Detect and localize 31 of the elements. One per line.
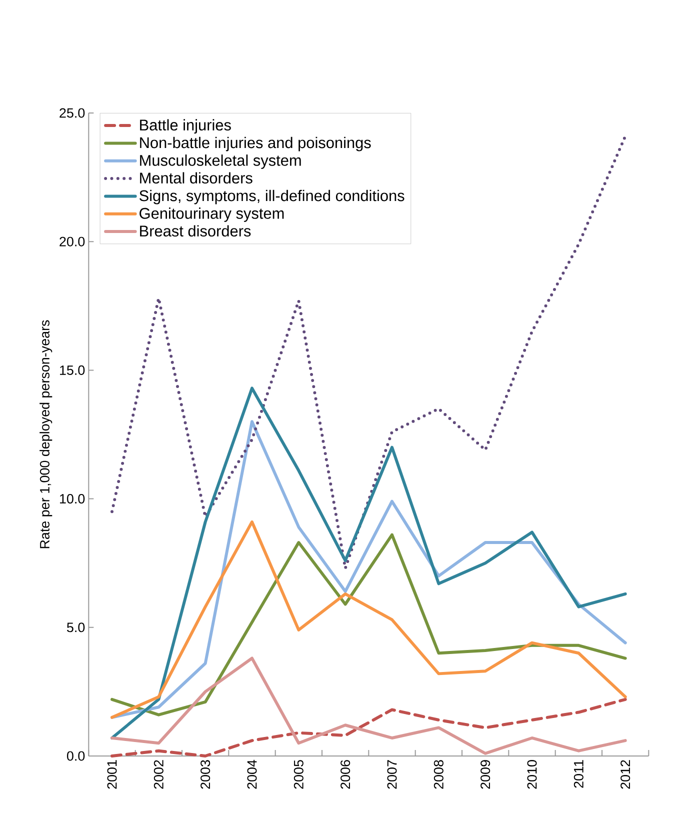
line-series xyxy=(110,656,627,755)
x-tick-label: 2004 xyxy=(247,760,257,789)
legend-label: Genitourinary system xyxy=(140,208,284,222)
x-tick-label: 2011 xyxy=(574,760,584,788)
y-tick-label: 25.0 xyxy=(60,108,85,118)
y-tick-label: 20.0 xyxy=(60,236,85,246)
y-tick-label: 15.0 xyxy=(60,365,85,375)
line-series xyxy=(110,386,627,740)
x-tick-label: 2003 xyxy=(200,760,210,789)
legend-label: Mental disorders xyxy=(140,172,252,184)
x-tick-label: 2005 xyxy=(294,760,304,789)
legend-label: Non-battle injuries and poisonings xyxy=(140,136,371,152)
y-tick-label: 0.0 xyxy=(66,751,85,761)
y-axis-title: Rate per 1,000 deployed person-years xyxy=(40,320,52,548)
legend-label: Musculoskeletal system xyxy=(140,154,301,169)
x-tick-label: 2002 xyxy=(154,760,164,789)
x-tick-label: 2008 xyxy=(434,760,444,789)
x-tick-label: 2010 xyxy=(527,760,537,789)
legend-label: Signs, symptoms, ill-defined conditions xyxy=(140,190,404,204)
line-series xyxy=(110,134,627,570)
x-tick-label: 2009 xyxy=(480,760,490,789)
legend-label: Battle injuries xyxy=(140,119,231,134)
x-tick-label: 2012 xyxy=(620,760,630,789)
line-series xyxy=(110,698,627,758)
x-tick-label: 2007 xyxy=(387,760,397,789)
x-tick-label: 2006 xyxy=(340,760,350,789)
y-tick-label: 10.0 xyxy=(60,494,85,504)
y-tick-label: 5.0 xyxy=(66,622,85,632)
line-series xyxy=(110,420,627,719)
x-tick-label: 2001 xyxy=(107,760,117,789)
legend-label: Breast disorders xyxy=(140,225,251,237)
